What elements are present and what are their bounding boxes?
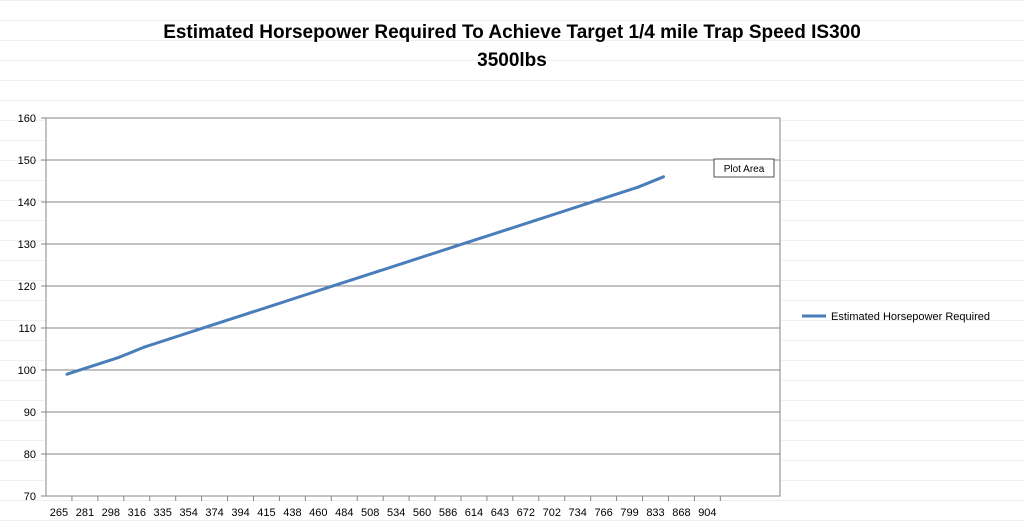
x-tick-label: 484 xyxy=(335,507,353,519)
y-tick-label: 80 xyxy=(24,449,36,461)
data-point[interactable] xyxy=(273,303,276,307)
x-tick-label: 438 xyxy=(283,507,301,519)
y-tick-label: 130 xyxy=(18,239,36,251)
x-tick-label: 586 xyxy=(439,507,457,519)
y-tick-label: 160 xyxy=(18,113,36,125)
plot-area[interactable] xyxy=(45,117,781,497)
data-point[interactable] xyxy=(402,261,406,265)
data-point[interactable] xyxy=(558,211,562,214)
x-tick-label: 904 xyxy=(698,507,716,519)
x-tick-label: 799 xyxy=(620,507,638,519)
chart-subtitle: 3500lbs xyxy=(477,50,547,71)
series-line[interactable] xyxy=(66,175,665,376)
data-point[interactable] xyxy=(454,244,458,248)
data-point[interactable] xyxy=(506,227,510,231)
x-tick-label: 354 xyxy=(179,507,197,519)
x-tick-label: 415 xyxy=(257,507,275,519)
plot-area-tooltip: Plot Area xyxy=(713,158,775,178)
data-point[interactable] xyxy=(169,337,173,340)
x-tick-label: 560 xyxy=(413,507,431,519)
x-tick-label: 508 xyxy=(361,507,379,519)
y-tick-label: 70 xyxy=(24,491,36,503)
x-tick-label: 281 xyxy=(76,507,94,519)
data-point[interactable] xyxy=(662,175,665,179)
x-tick-label: 316 xyxy=(128,507,146,519)
data-point[interactable] xyxy=(143,345,147,349)
x-tick-label: 460 xyxy=(309,507,327,519)
y-axis-tick-labels: 70 80 90 100 110 120 130 140 150 160 xyxy=(18,113,36,503)
y-tick-label: 140 xyxy=(18,197,36,209)
x-tick-label: 672 xyxy=(517,507,535,519)
x-tick-label: 298 xyxy=(102,507,120,519)
data-point[interactable] xyxy=(376,269,380,273)
x-tick-label: 702 xyxy=(543,507,561,519)
chart-title: Estimated Horsepower Required To Achieve… xyxy=(163,22,861,43)
data-point[interactable] xyxy=(350,278,354,282)
x-tick-label: 374 xyxy=(205,507,223,519)
y-tick-label: 150 xyxy=(18,155,36,167)
x-tick-label: 868 xyxy=(672,507,690,519)
x-tick-label: 643 xyxy=(491,507,509,519)
data-point[interactable] xyxy=(65,372,69,376)
x-tick-label: 534 xyxy=(387,507,405,519)
data-point[interactable] xyxy=(610,194,614,198)
data-point[interactable] xyxy=(324,286,328,290)
legend-label: Estimated Horsepower Required xyxy=(831,311,990,323)
y-tick-label: 90 xyxy=(24,407,36,419)
x-tick-label: 734 xyxy=(569,507,587,519)
data-point[interactable] xyxy=(584,202,588,206)
y-tick-label: 110 xyxy=(18,323,36,335)
data-point[interactable] xyxy=(532,219,536,223)
data-point[interactable] xyxy=(247,311,250,315)
data-point[interactable] xyxy=(428,253,432,256)
data-point[interactable] xyxy=(636,185,640,189)
data-point[interactable] xyxy=(480,236,484,240)
tooltip-label: Plot Area xyxy=(724,164,765,175)
data-point[interactable] xyxy=(195,328,199,332)
data-point[interactable] xyxy=(298,295,302,298)
legend[interactable]: Estimated Horsepower Required xyxy=(802,311,990,323)
x-tick-label: 335 xyxy=(154,507,172,519)
x-tick-label: 394 xyxy=(231,507,249,519)
series-layer[interactable] xyxy=(65,175,666,376)
data-point[interactable] xyxy=(91,364,95,368)
x-tick-label: 265 xyxy=(50,507,68,519)
y-tick-label: 120 xyxy=(18,281,36,293)
x-tick-label: 833 xyxy=(646,507,664,519)
x-tick-label: 766 xyxy=(594,507,612,519)
data-point[interactable] xyxy=(221,320,225,324)
x-tick-label: 614 xyxy=(465,507,483,519)
y-tick-label: 100 xyxy=(18,365,36,377)
data-point[interactable] xyxy=(117,355,121,359)
x-axis-tick-labels: 265 281 298 316 335 354 374 394 415 438 460 484 508 5… xyxy=(50,496,721,519)
gridlines xyxy=(41,117,780,497)
